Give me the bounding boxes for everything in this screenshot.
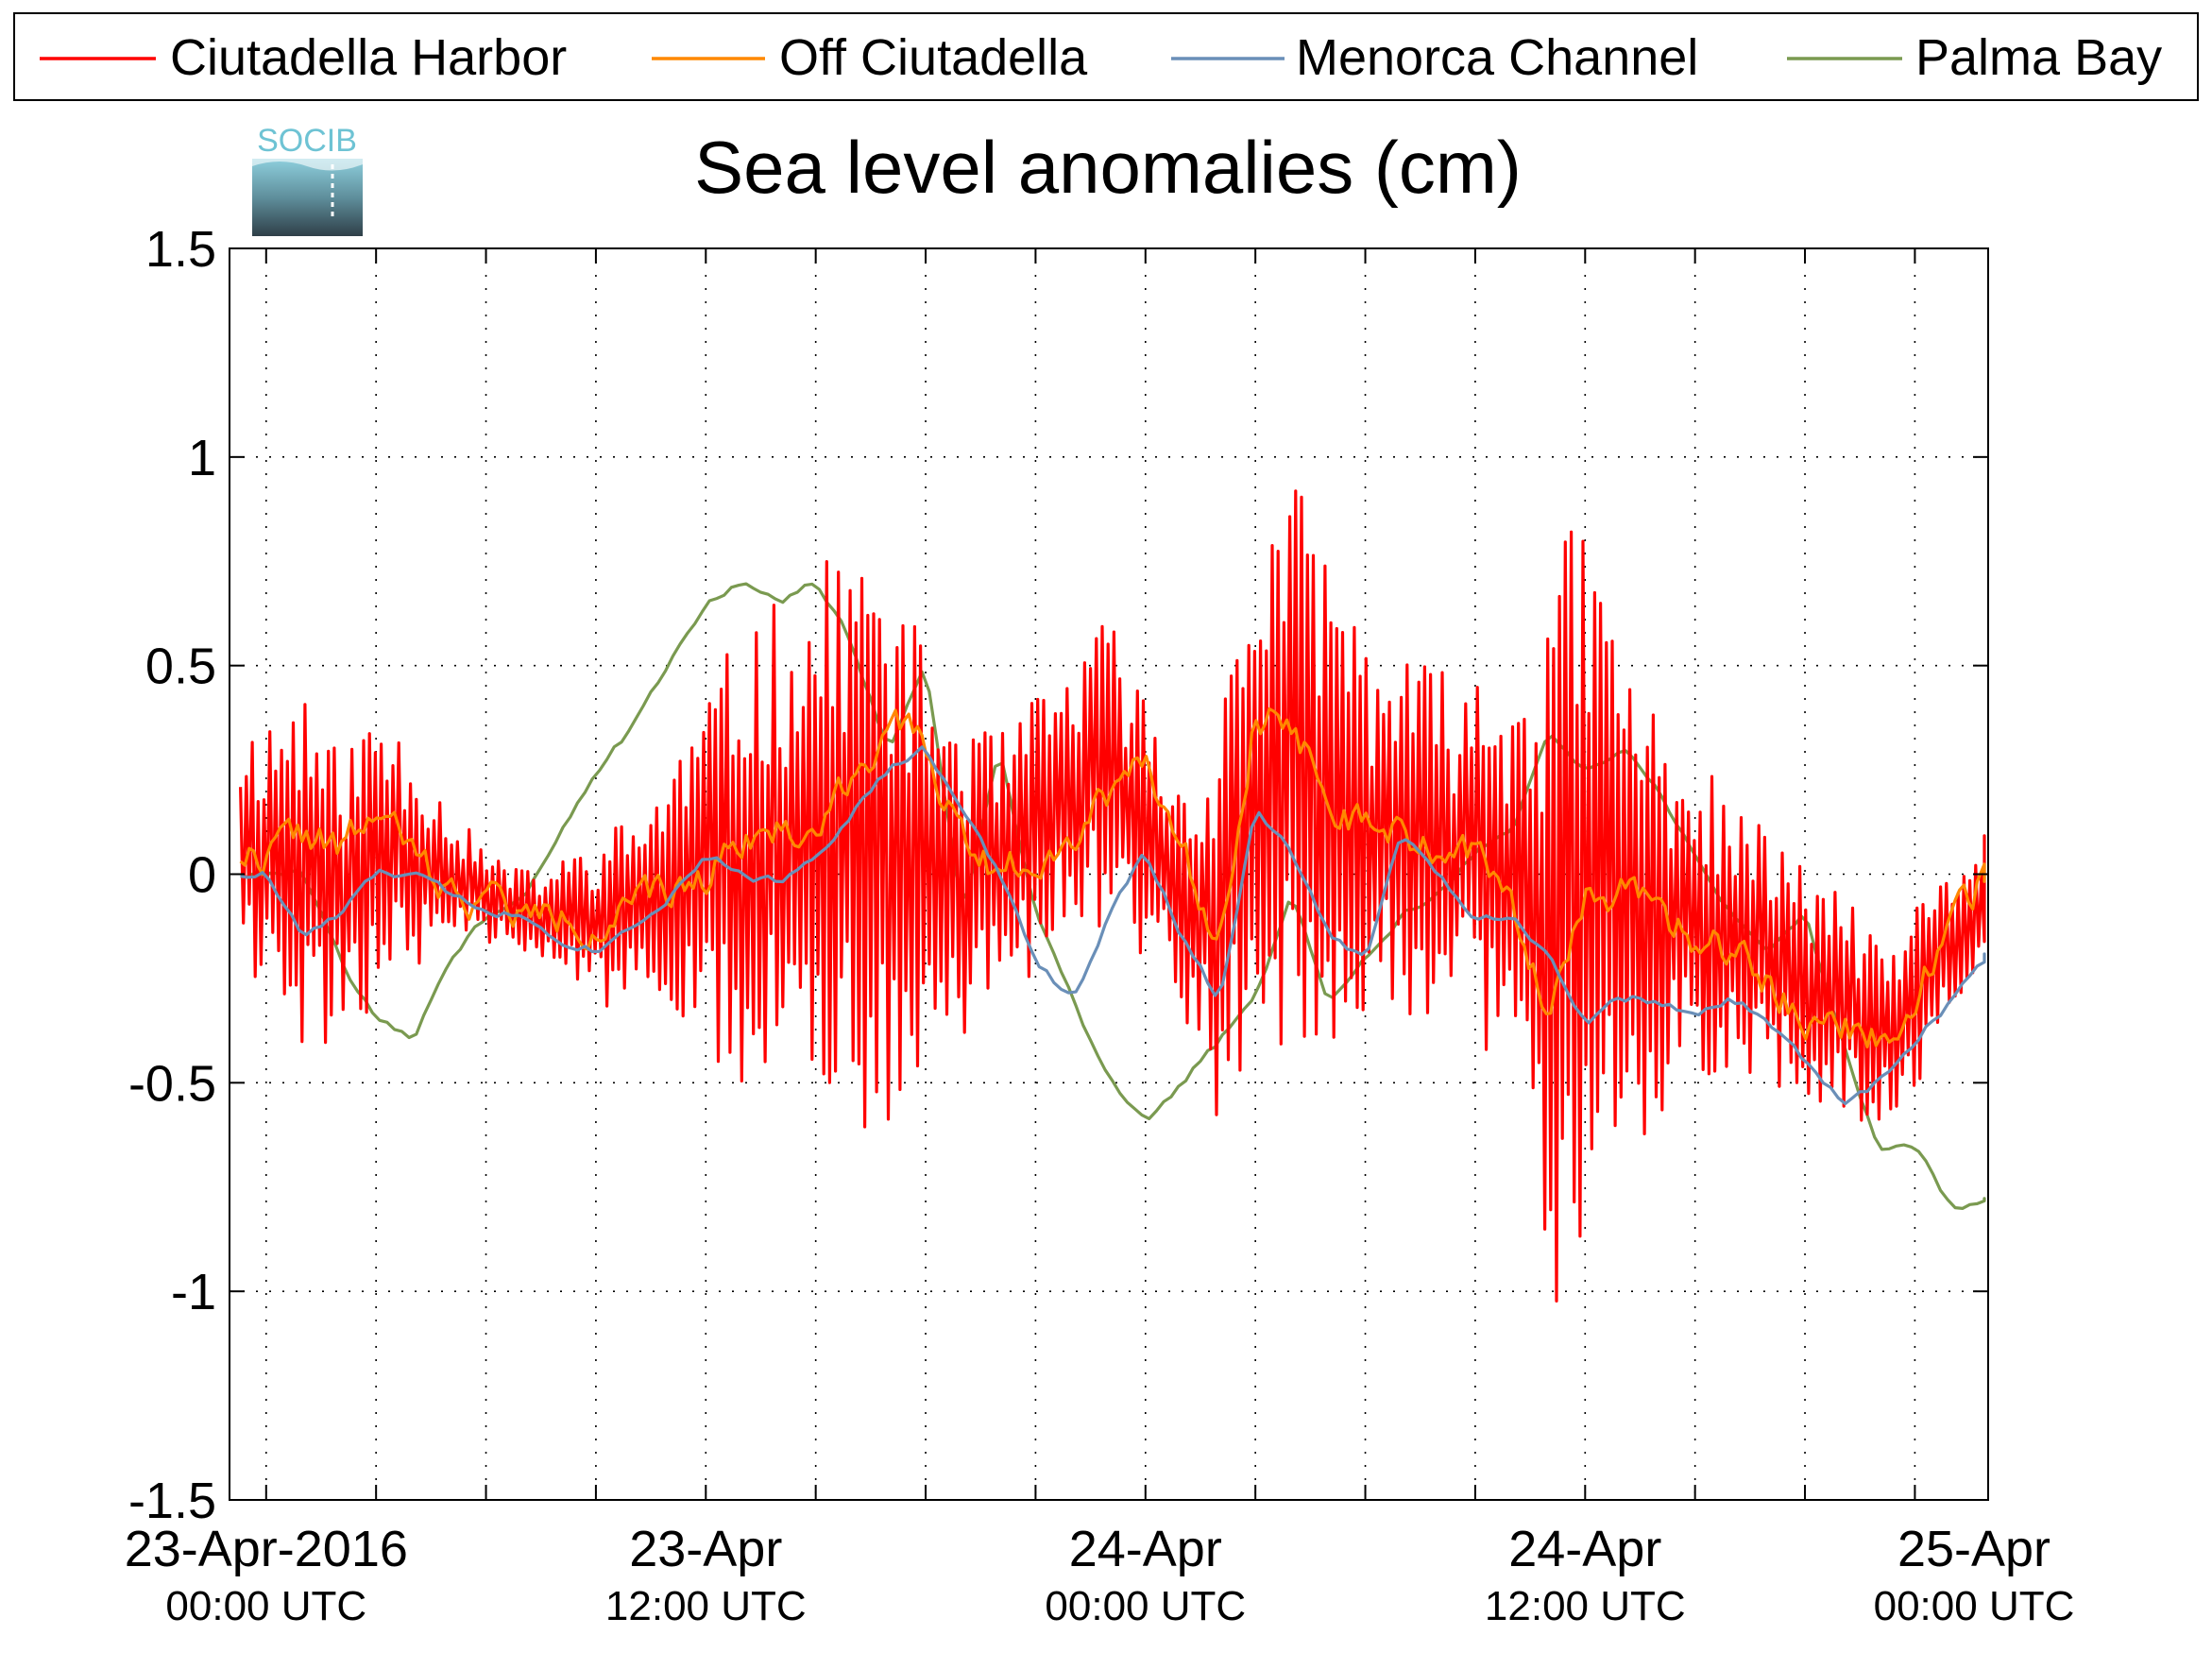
- x-tick-label-date: 23-Apr: [629, 1521, 782, 1577]
- y-tick-label: -1.5: [128, 1473, 216, 1529]
- y-tick-label: 1.5: [145, 221, 216, 278]
- x-tick-label-time: 12:00 UTC: [1485, 1583, 1686, 1629]
- legend-label-menorca-channel: Menorca Channel: [1296, 29, 1698, 86]
- socib-logo-block: [252, 159, 363, 236]
- x-tick-label-time: 00:00 UTC: [165, 1583, 366, 1629]
- series-layer: [239, 489, 1986, 1303]
- x-tick-label-date: 24-Apr: [1069, 1521, 1222, 1577]
- series-line-off-ciutadella: [239, 707, 1986, 1048]
- legend-label-ciutadella-harbor: Ciutadella Harbor: [170, 29, 567, 86]
- y-tick-label: -1: [171, 1264, 216, 1320]
- x-tick-label-time: 12:00 UTC: [605, 1583, 807, 1629]
- legend: Ciutadella Harbor Off Ciutadella Menorca…: [13, 12, 2199, 101]
- x-tick-label-date: 24-Apr: [1508, 1521, 1661, 1577]
- x-tick-label-date: 23-Apr-2016: [125, 1521, 408, 1577]
- y-tick-label: 0.5: [145, 639, 216, 695]
- y-axis-tick-labels: -1.5 -1 -0.5 0 0.5 1 1.5: [128, 221, 216, 1529]
- chart-title: Sea level anomalies (cm): [694, 126, 1522, 209]
- series-line-menorca-channel: [240, 745, 1986, 1106]
- legend-label-off-ciutadella: Off Ciutadella: [779, 29, 1088, 86]
- x-tick-label-date: 25-Apr: [1897, 1521, 2050, 1577]
- socib-logo-text: SOCIB: [257, 123, 357, 159]
- legend-box: [13, 12, 2199, 101]
- axis-ticks: [230, 247, 1988, 1501]
- socib-logo-wave: [252, 159, 363, 171]
- legend-label-palma-bay: Palma Bay: [1915, 29, 2162, 86]
- x-tick-label-time: 00:00 UTC: [1874, 1583, 2075, 1629]
- socib-logo: SOCIB: [252, 123, 363, 236]
- x-axis-tick-labels: 23-Apr-2016 00:00 UTC 23-Apr 12:00 UTC 24-Ap…: [125, 1521, 2075, 1629]
- y-tick-label: -0.5: [128, 1055, 216, 1112]
- x-tick-label-time: 00:00 UTC: [1045, 1583, 1246, 1629]
- y-tick-label: 0: [188, 847, 216, 904]
- series-line-ciutadella-harbor: [239, 489, 1986, 1303]
- y-tick-label: 1: [188, 430, 216, 486]
